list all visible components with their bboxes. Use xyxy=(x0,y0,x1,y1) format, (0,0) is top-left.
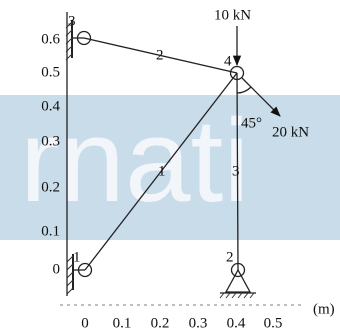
member-1 xyxy=(84,72,238,271)
x-tick-label: 0.1 xyxy=(113,315,132,331)
member-3 xyxy=(236,72,239,271)
node-label: 2 xyxy=(226,249,234,265)
x-tick-label: 0.5 xyxy=(264,315,283,331)
y-tick-label: 0.5 xyxy=(41,64,60,80)
y-tick-label: 0.1 xyxy=(41,223,60,239)
angle-label: 45° xyxy=(241,115,262,131)
y-tick-label: 0.4 xyxy=(41,98,60,114)
node xyxy=(230,262,246,278)
member-label: 1 xyxy=(158,163,166,179)
angle-arc xyxy=(236,86,252,94)
x-unit: (m) xyxy=(313,301,335,317)
node xyxy=(77,262,93,278)
node xyxy=(229,65,245,81)
node-label: 1 xyxy=(73,249,81,265)
member-label: 3 xyxy=(232,163,240,179)
y-tick-label: 0.3 xyxy=(41,133,60,149)
node xyxy=(76,30,92,46)
node-label: 4 xyxy=(224,53,232,69)
y-ticks: 0.6 0.5 0.4 0.3 0.2 0.1 0 xyxy=(41,31,60,277)
x-ticks: 0 0.1 0.2 0.3 0.4 0.5 xyxy=(81,315,282,331)
wall-support-3 xyxy=(65,20,84,61)
x-tick-label: 0.4 xyxy=(227,315,246,331)
y-tick-label: 0 xyxy=(53,261,61,277)
load-arrow xyxy=(241,77,281,117)
x-tick-label: 0 xyxy=(81,315,89,331)
x-tick-label: 0.2 xyxy=(151,315,170,331)
x-tick-label: 0.3 xyxy=(189,315,208,331)
member-2 xyxy=(83,37,238,74)
y-tick-label: 0.2 xyxy=(41,179,60,195)
watermark-band xyxy=(0,95,340,240)
member-label: 2 xyxy=(156,47,164,63)
pin-support-2 xyxy=(219,268,256,299)
load-label: 20 kN xyxy=(272,124,309,140)
watermark: rnati xyxy=(20,95,250,227)
node-label: 3 xyxy=(68,13,76,29)
y-tick-label: 0.6 xyxy=(41,31,60,47)
load-label: 10 kN xyxy=(214,7,251,23)
